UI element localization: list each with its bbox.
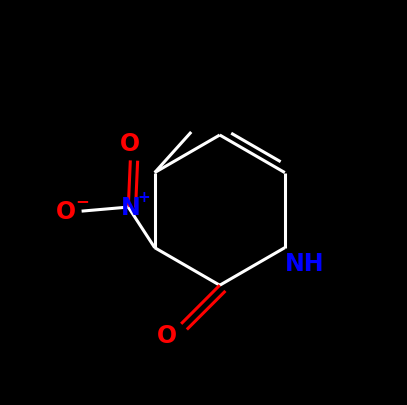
Text: +: + <box>137 190 150 205</box>
Text: O: O <box>157 323 177 347</box>
Text: N: N <box>120 196 140 220</box>
Text: O: O <box>56 200 76 224</box>
Text: O: O <box>120 132 140 156</box>
Text: NH: NH <box>284 252 324 275</box>
Text: −: − <box>75 192 90 210</box>
